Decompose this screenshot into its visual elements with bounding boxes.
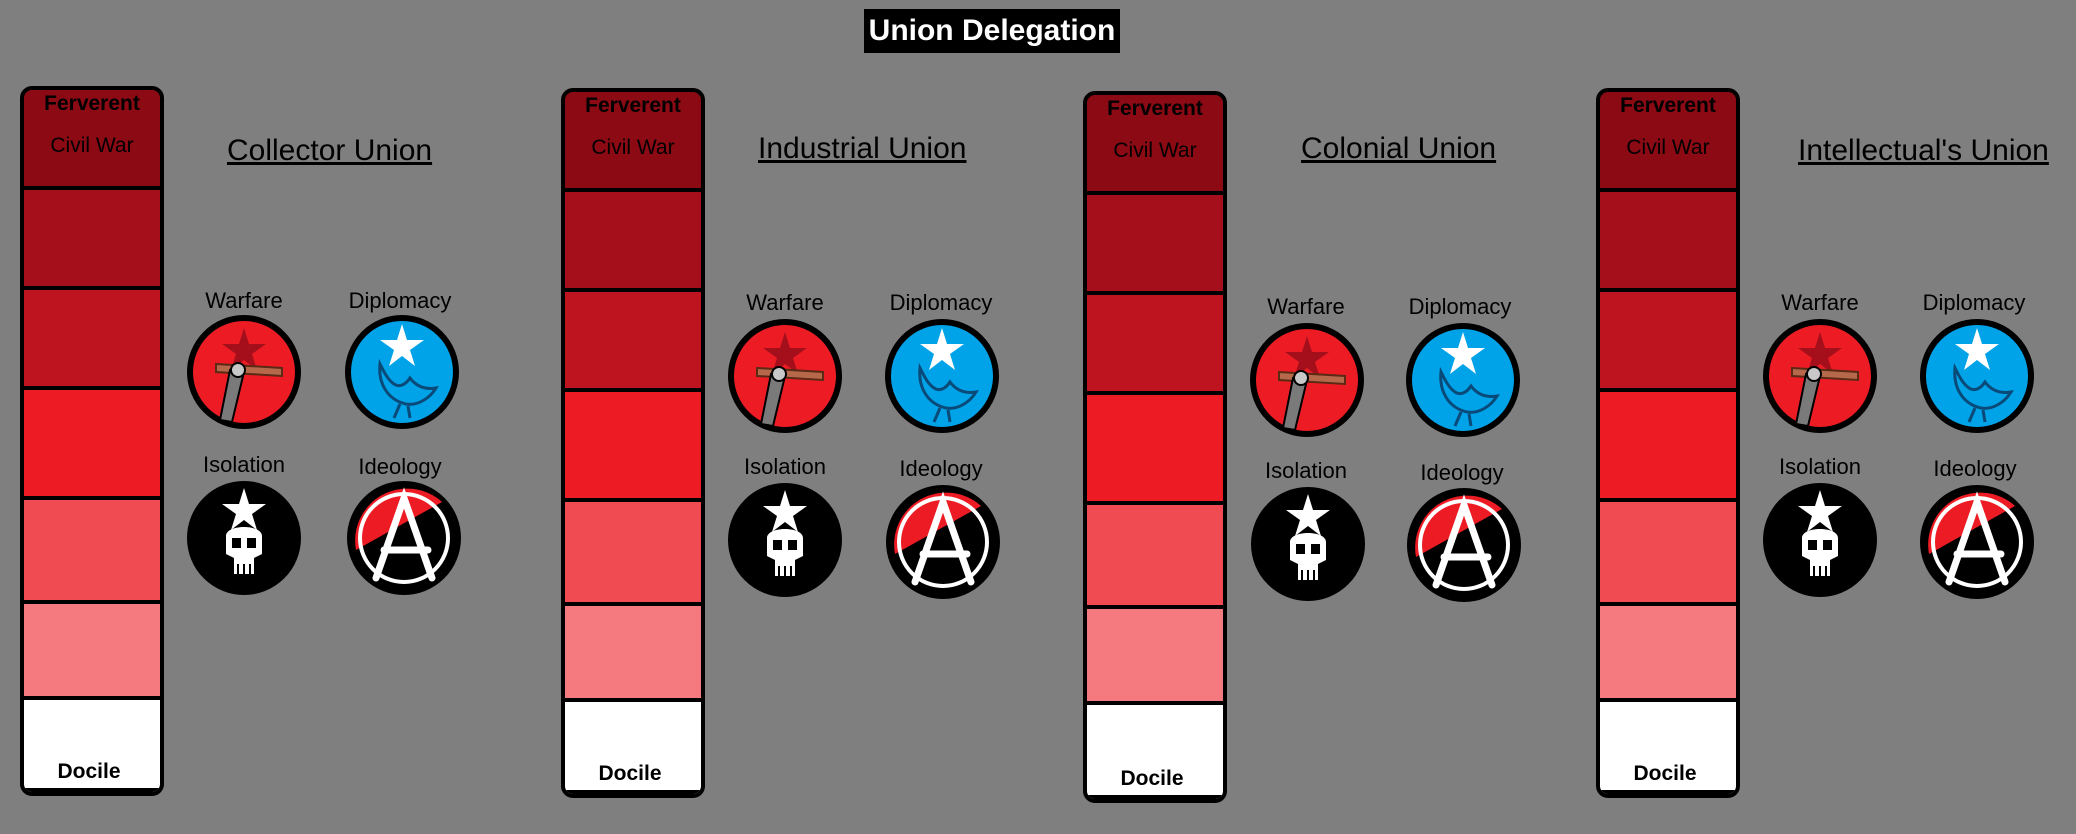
meter-segment	[1600, 502, 1736, 606]
meter-segment	[1600, 392, 1736, 502]
warfare-label: Warfare	[205, 288, 283, 313]
anarchy-icon[interactable]	[1919, 484, 2035, 600]
meter-segment	[565, 92, 701, 192]
rifle-star-icon[interactable]	[727, 318, 843, 434]
agitation-meter: Ferverent Civil War Docile	[20, 86, 164, 796]
meter-civil-war-label: Civil War	[591, 136, 675, 159]
meter-segment	[24, 290, 160, 390]
meter-segment	[24, 700, 160, 792]
isolation-label: Isolation	[1779, 454, 1861, 479]
isolation-label: Isolation	[203, 452, 285, 477]
rifle-star-icon[interactable]	[186, 314, 302, 430]
meter-segment	[24, 190, 160, 290]
meter-segment	[1600, 192, 1736, 292]
dove-star-icon[interactable]	[884, 318, 1000, 434]
meter-segment	[1600, 606, 1736, 702]
skull-star-icon[interactable]	[186, 480, 302, 596]
meter-segment	[24, 90, 160, 190]
isolation-label: Isolation	[744, 454, 826, 479]
meter-civil-war-label: Civil War	[1113, 139, 1197, 162]
dove-star-icon[interactable]	[1919, 318, 2035, 434]
diplomacy-label: Diplomacy	[1922, 290, 2026, 315]
agitation-meter: Ferverent Civil War Docile	[561, 88, 705, 798]
meter-top-label: Ferverent	[44, 92, 140, 115]
agitation-meter: Ferverent Civil War Docile	[1596, 88, 1740, 798]
meter-bottom-label: Docile	[1633, 762, 1697, 785]
meter-segment	[24, 604, 160, 700]
meter-segment	[1087, 95, 1223, 195]
meter-segment	[24, 390, 160, 500]
meter-segment	[565, 192, 701, 292]
meter-bottom-label: Docile	[1120, 767, 1184, 790]
warfare-label: Warfare	[1781, 290, 1859, 315]
meter-segment	[24, 500, 160, 604]
meter-top-label: Ferverent	[1620, 94, 1716, 117]
rifle-star-icon[interactable]	[1762, 318, 1878, 434]
diplomacy-label: Diplomacy	[889, 290, 993, 315]
meter-segment	[1087, 195, 1223, 295]
anarchy-icon[interactable]	[885, 484, 1001, 600]
meter-segment	[565, 502, 701, 606]
ideology-label: Ideology	[358, 454, 442, 479]
page-title: Union Delegation	[864, 9, 1120, 53]
ideology-label: Ideology	[899, 456, 983, 481]
meter-segment	[565, 292, 701, 392]
meter-segment	[1087, 705, 1223, 799]
meter-segment	[1600, 292, 1736, 392]
ideology-label: Ideology	[1933, 456, 2017, 481]
union-panel-intellectual: Ferverent Civil War Docile Intellectual'…	[1596, 0, 2076, 834]
meter-segment	[565, 702, 701, 794]
agitation-meter: Ferverent Civil War Docile	[1083, 91, 1227, 803]
meter-segment	[1087, 609, 1223, 705]
anarchy-icon[interactable]	[346, 480, 462, 596]
meter-top-label: Ferverent	[1107, 97, 1203, 120]
skull-star-icon[interactable]	[1762, 482, 1878, 598]
ideology-label: Ideology	[1420, 460, 1504, 485]
union-name: Industrial Union	[758, 132, 967, 165]
meter-bottom-label: Docile	[598, 762, 662, 785]
meter-segment	[1087, 295, 1223, 395]
isolation-label: Isolation	[1265, 458, 1347, 483]
meter-civil-war-label: Civil War	[1626, 136, 1710, 159]
anarchy-icon[interactable]	[1406, 487, 1522, 603]
meter-top-label: Ferverent	[585, 94, 681, 117]
union-name: Colonial Union	[1301, 132, 1497, 165]
union-panel-collector: Ferverent Civil War Docile Collector Uni…	[20, 0, 540, 834]
meter-segment	[1600, 92, 1736, 192]
union-panel-colonial: Ferverent Civil War Docile Colonial Unio…	[1083, 0, 1603, 834]
rifle-star-icon[interactable]	[1249, 322, 1365, 438]
meter-segment	[1087, 395, 1223, 505]
union-name: Intellectual's Union	[1798, 134, 2049, 167]
meter-segment	[1600, 702, 1736, 794]
union-panel-industrial: Ferverent Civil War Docile Industrial Un…	[561, 0, 1081, 834]
meter-segment	[565, 392, 701, 502]
meter-bottom-label: Docile	[57, 760, 121, 783]
dove-star-icon[interactable]	[344, 314, 460, 430]
dove-star-icon[interactable]	[1405, 322, 1521, 438]
meter-civil-war-label: Civil War	[50, 134, 134, 157]
diplomacy-label: Diplomacy	[348, 288, 452, 313]
meter-segment	[1087, 505, 1223, 609]
warfare-label: Warfare	[746, 290, 824, 315]
diplomacy-label: Diplomacy	[1408, 294, 1512, 319]
skull-star-icon[interactable]	[1250, 486, 1366, 602]
meter-segment	[565, 606, 701, 702]
skull-star-icon[interactable]	[727, 482, 843, 598]
union-name: Collector Union	[227, 134, 433, 167]
warfare-label: Warfare	[1267, 294, 1345, 319]
